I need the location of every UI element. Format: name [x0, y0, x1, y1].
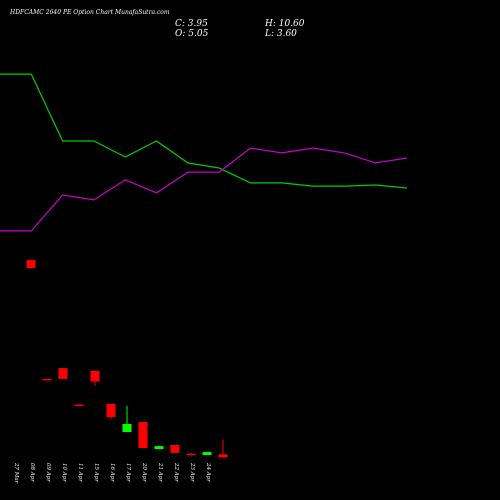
candle-body — [170, 445, 180, 453]
candle-body — [122, 423, 132, 433]
x-tick-label: 22 Apr — [173, 462, 179, 482]
close-label: C: 3.95 — [175, 19, 208, 29]
candle-body — [186, 453, 196, 456]
x-tick-label: 21 Apr — [157, 462, 163, 482]
x-tick-label: 27 Mar — [13, 462, 19, 484]
indicator-line — [0, 147, 407, 232]
x-tick-label: 17 Apr — [125, 463, 131, 482]
candle-body — [138, 422, 148, 449]
x-tick-label: 15 Apr — [93, 463, 99, 482]
indicator-line — [0, 73, 407, 189]
candle-body — [218, 454, 228, 458]
candle-body — [26, 260, 36, 269]
candle-body — [58, 368, 68, 379]
x-tick-label: 20 Apr — [141, 462, 147, 482]
open-label: O: 5.05 — [175, 29, 209, 39]
x-tick-label: 10 Apr — [61, 463, 67, 482]
candle-body — [90, 370, 100, 382]
chart-title: HDFCAMC 2640 PE Option Chart MunafaSutra… — [9, 9, 170, 16]
x-tick-label: 08 Apr — [29, 463, 35, 482]
candle-body — [202, 452, 212, 456]
x-tick-label: 23 Apr — [189, 462, 195, 482]
x-tick-label: 11 Apr — [77, 463, 83, 482]
candle-body — [74, 404, 84, 407]
x-tick-label: 16 Apr — [109, 463, 115, 482]
x-tick-label: 24 Apr — [205, 462, 211, 482]
high-label: H: 10.60 — [264, 19, 305, 29]
candle-body — [154, 446, 164, 450]
candle-body — [42, 378, 52, 381]
low-label: L: 3.60 — [264, 29, 297, 39]
x-tick-label: 09 Apr — [45, 463, 51, 482]
candle-body — [106, 404, 116, 417]
